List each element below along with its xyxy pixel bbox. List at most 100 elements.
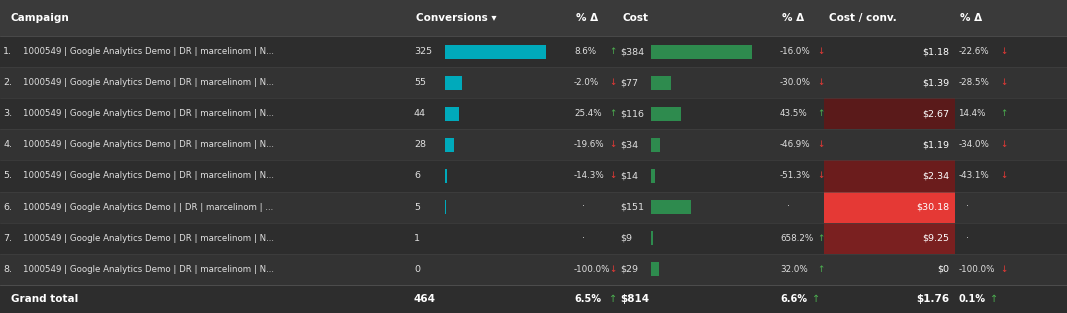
Text: $384: $384 (620, 47, 644, 56)
Text: ↑: ↑ (609, 47, 617, 56)
Text: $9: $9 (620, 234, 632, 243)
Bar (0, 0, 1067, 36)
Text: -100.0%: -100.0% (958, 265, 994, 274)
Text: 325: 325 (414, 47, 432, 56)
Text: 6: 6 (414, 172, 420, 181)
Text: $9.25: $9.25 (923, 234, 950, 243)
Text: Campaign: Campaign (11, 13, 69, 23)
Bar (445, 107, 459, 121)
Text: $1.19: $1.19 (923, 140, 950, 149)
Text: 1000549 | Google Analytics Demo | DR | marcelinom | N...: 1000549 | Google Analytics Demo | DR | m… (23, 47, 274, 56)
Text: 1000549 | Google Analytics Demo | DR | marcelinom | N...: 1000549 | Google Analytics Demo | DR | m… (23, 265, 274, 274)
Text: 3.: 3. (3, 109, 13, 118)
Text: 55: 55 (414, 78, 426, 87)
Text: 1000549 | Google Analytics Demo | DR | marcelinom | N...: 1000549 | Google Analytics Demo | DR | m… (23, 234, 274, 243)
Bar (0, 254, 1067, 285)
Bar (651, 169, 654, 183)
Text: Cost / conv.: Cost / conv. (829, 13, 896, 23)
Text: % Δ: % Δ (782, 13, 805, 23)
Text: ↓: ↓ (609, 172, 617, 181)
Text: $29: $29 (620, 265, 638, 274)
Text: -22.6%: -22.6% (958, 47, 989, 56)
Text: ·: · (582, 234, 585, 243)
Bar (824, 192, 955, 223)
Text: 43.5%: 43.5% (780, 109, 808, 118)
Text: ↓: ↓ (1000, 47, 1007, 56)
Text: ↓: ↓ (609, 265, 617, 274)
Bar (651, 107, 682, 121)
Bar (0, 129, 1067, 160)
Text: $1.18: $1.18 (923, 47, 950, 56)
Text: 8.: 8. (3, 265, 12, 274)
Bar (651, 262, 658, 276)
Text: -100.0%: -100.0% (574, 265, 610, 274)
Text: ↓: ↓ (817, 47, 825, 56)
Text: -16.0%: -16.0% (780, 47, 811, 56)
Text: $0: $0 (938, 265, 950, 274)
Bar (445, 138, 453, 152)
Text: Grand total: Grand total (11, 294, 78, 304)
Text: 2.: 2. (3, 78, 12, 87)
Text: ↑: ↑ (812, 294, 821, 304)
Text: % Δ: % Δ (576, 13, 599, 23)
Text: 1000549 | Google Analytics Demo | DR | marcelinom | N...: 1000549 | Google Analytics Demo | DR | m… (23, 172, 274, 181)
Text: ↓: ↓ (609, 140, 617, 149)
Bar (651, 200, 690, 214)
Text: $30.18: $30.18 (917, 203, 950, 212)
Text: 5: 5 (414, 203, 420, 212)
Text: $2.34: $2.34 (923, 172, 950, 181)
Text: ↑: ↑ (817, 109, 825, 118)
Bar (0, 160, 1067, 192)
Text: ↑: ↑ (1000, 109, 1007, 118)
Text: ↓: ↓ (817, 172, 825, 181)
Text: -34.0%: -34.0% (958, 140, 989, 149)
Bar (445, 44, 546, 59)
Text: ·: · (582, 203, 585, 212)
Text: -28.5%: -28.5% (958, 78, 989, 87)
Text: ↓: ↓ (817, 140, 825, 149)
Text: -2.0%: -2.0% (574, 78, 600, 87)
Text: $77: $77 (620, 78, 638, 87)
Text: 8.6%: 8.6% (574, 47, 596, 56)
Text: 658.2%: 658.2% (780, 234, 813, 243)
Text: 6.5%: 6.5% (574, 294, 601, 304)
Text: $116: $116 (620, 109, 643, 118)
Bar (824, 98, 955, 129)
Text: 14.4%: 14.4% (958, 109, 986, 118)
Text: ↑: ↑ (609, 294, 618, 304)
Text: 25.4%: 25.4% (574, 109, 602, 118)
Text: 6.6%: 6.6% (780, 294, 807, 304)
Text: $1.39: $1.39 (923, 78, 950, 87)
Text: 0.1%: 0.1% (958, 294, 985, 304)
Bar (0, 98, 1067, 129)
Text: -30.0%: -30.0% (780, 78, 811, 87)
Bar (0, 67, 1067, 98)
Bar (0, 192, 1067, 223)
Text: 1000549 | Google Analytics Demo | DR | marcelinom | N...: 1000549 | Google Analytics Demo | DR | m… (23, 140, 274, 149)
Text: ·: · (966, 234, 969, 243)
Text: $1.76: $1.76 (917, 294, 950, 304)
Text: -43.1%: -43.1% (958, 172, 989, 181)
Text: % Δ: % Δ (960, 13, 983, 23)
Text: 7.: 7. (3, 234, 12, 243)
Bar (651, 76, 671, 90)
Text: Conversions ▾: Conversions ▾ (416, 13, 497, 23)
Text: ↑: ↑ (609, 109, 617, 118)
Text: Cost: Cost (622, 13, 648, 23)
Text: 1000549 | Google Analytics Demo | | DR | marcelinom | ...: 1000549 | Google Analytics Demo | | DR |… (23, 203, 274, 212)
Text: -46.9%: -46.9% (780, 140, 811, 149)
Bar (824, 160, 955, 192)
Text: ↓: ↓ (1000, 172, 1007, 181)
Bar (445, 200, 446, 214)
Text: ↑: ↑ (990, 294, 999, 304)
Bar (445, 169, 447, 183)
Text: ↑: ↑ (817, 234, 825, 243)
Text: -19.6%: -19.6% (574, 140, 605, 149)
Bar (824, 223, 955, 254)
Bar (0, 223, 1067, 254)
Text: -14.3%: -14.3% (574, 172, 605, 181)
Text: 464: 464 (414, 294, 436, 304)
Text: 1: 1 (414, 234, 420, 243)
Text: 32.0%: 32.0% (780, 265, 808, 274)
Text: $814: $814 (620, 294, 649, 304)
